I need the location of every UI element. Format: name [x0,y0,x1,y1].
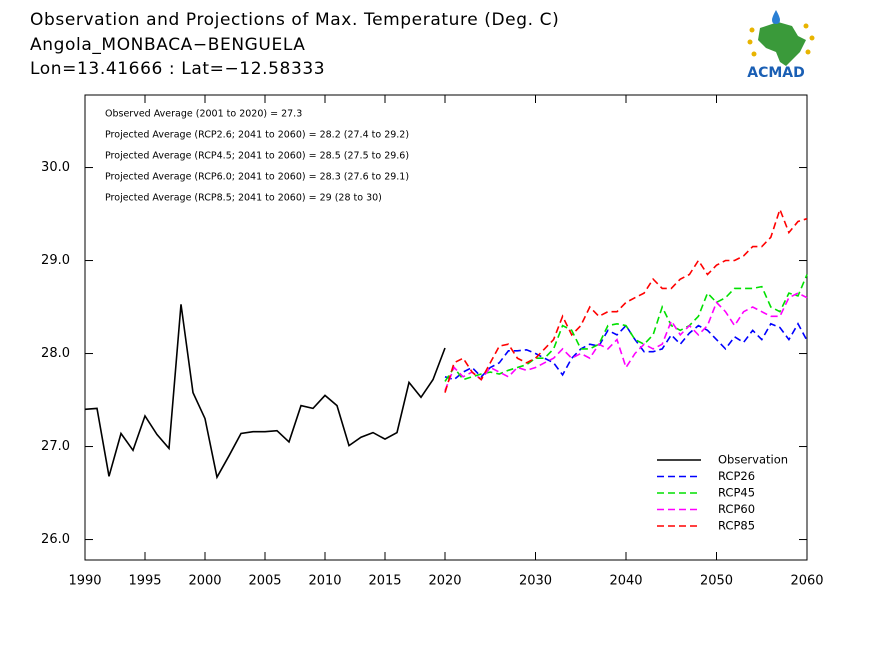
x-tick-label: 2005 [248,574,281,589]
series-line [444,207,808,393]
logo-dot [809,35,815,41]
x-tick-label: 2050 [700,574,733,589]
legend-label: RCP85 [718,519,755,533]
logo-dot [803,23,809,29]
chart-subtitle: Lon=13.41666 : Lat=−12.58333 [30,59,325,79]
annotation: Observed Average (2001 to 2020) = 27.3 [105,109,302,120]
y-tick-label: 27.0 [41,439,70,454]
annotation: Projected Average (RCP8.5; 2041 to 2060)… [105,193,382,204]
chart-title: Observation and Projections of Max. Temp… [30,10,559,30]
x-tick-label: 2060 [790,574,823,589]
chart-subtitle: Angola_MONBACA−BENGUELA [30,35,306,55]
logo-dot [751,51,757,57]
x-tick-label: 2000 [188,574,221,589]
logo-dot [749,27,755,33]
x-tick-label: 1995 [128,574,161,589]
series-line [84,304,446,480]
logo: ACMAD [747,10,815,81]
series-line [444,292,808,391]
annotation: Projected Average (RCP4.5; 2041 to 2060)… [105,151,409,162]
y-tick-label: 26.0 [41,532,70,547]
plot-frame [84,94,808,561]
x-tick-label: 2020 [428,574,461,589]
legend-label: RCP60 [718,502,755,516]
annotation: Projected Average (RCP2.6; 2041 to 2060)… [105,130,409,141]
x-tick-label: 2040 [609,574,642,589]
y-tick-label: 28.0 [41,346,70,361]
logo-drop [772,10,780,24]
legend-label: RCP26 [718,469,755,483]
x-tick-label: 1990 [68,574,101,589]
series-line [444,322,808,381]
x-tick-label: 2015 [368,574,401,589]
logo-dot [805,49,811,55]
y-tick-label: 30.0 [41,160,70,175]
logo-map [758,22,806,66]
x-tick-label: 2030 [519,574,552,589]
legend-label: Observation [718,453,788,467]
x-tick-label: 2010 [308,574,341,589]
logo-text: ACMAD [747,65,805,81]
annotation: Projected Average (RCP6.0; 2041 to 2060)… [105,172,409,183]
logo-dot [747,39,753,45]
legend-label: RCP45 [718,486,755,500]
series-line [444,274,808,382]
y-tick-label: 29.0 [41,253,70,268]
